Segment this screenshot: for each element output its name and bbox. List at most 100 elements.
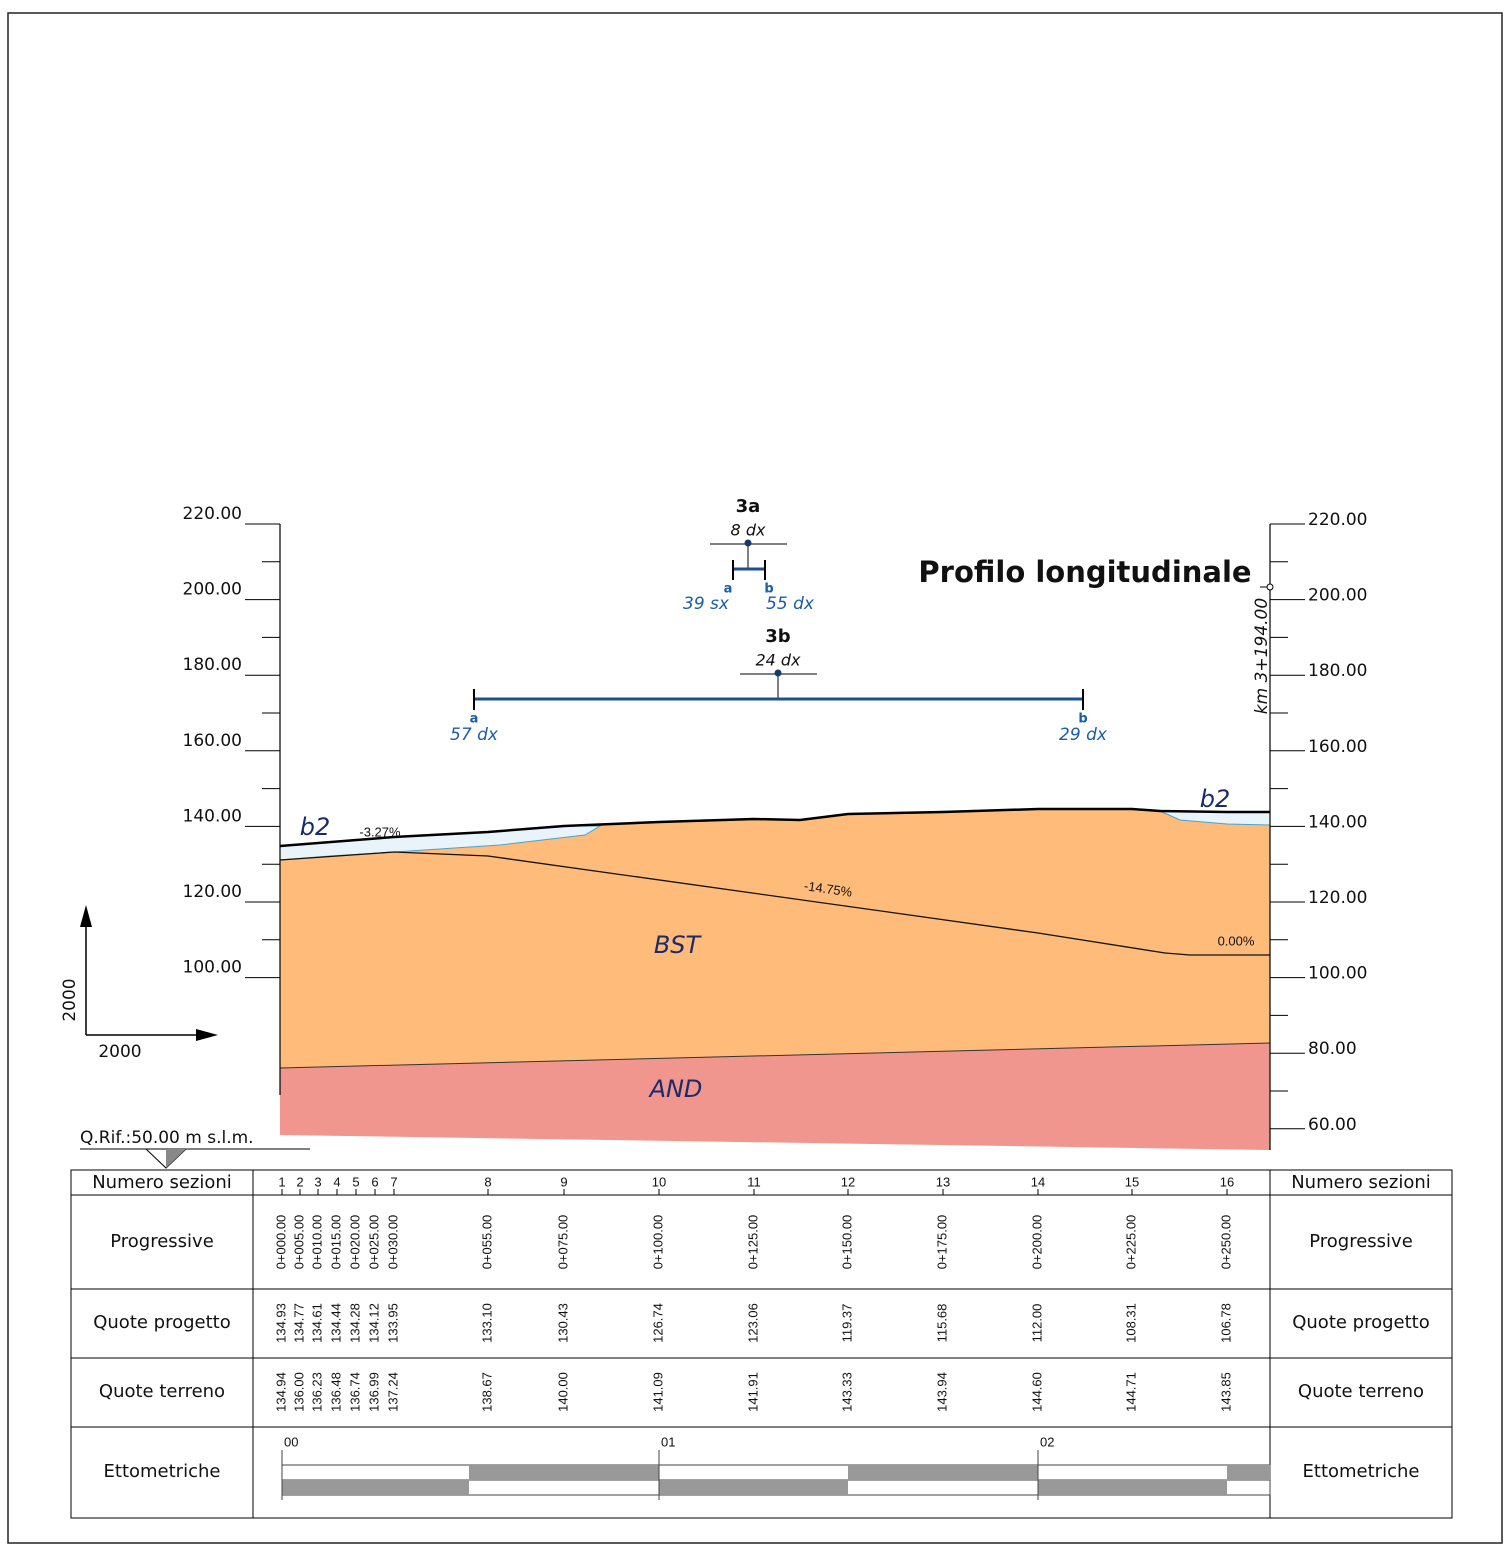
scale-horizontal: 2000 — [98, 1042, 141, 1062]
section-value: 143.33 — [839, 1372, 854, 1412]
etto-block — [848, 1465, 1038, 1480]
section-value: 137.24 — [385, 1372, 400, 1412]
table: Numero sezioni Numero sezioni Progressive P… — [70, 1169, 1453, 1519]
section-value: 136.00 — [291, 1372, 306, 1412]
section-value: 134.77 — [291, 1303, 306, 1343]
section-value: 143.85 — [1218, 1372, 1233, 1412]
section-number: 15 — [1125, 1174, 1139, 1189]
etto-block — [659, 1480, 848, 1495]
etto-block — [469, 1465, 659, 1480]
section-value: 108.31 — [1123, 1303, 1138, 1343]
row-label: Progressive — [1309, 1231, 1413, 1252]
section-value: 134.61 — [309, 1303, 324, 1343]
section-value: 115.68 — [934, 1304, 949, 1343]
section-number: 10 — [652, 1174, 666, 1189]
section-value: 0+225.00 — [1123, 1215, 1138, 1270]
section-value: 133.10 — [479, 1303, 494, 1343]
section-value: 141.91 — [745, 1372, 760, 1412]
section-number: 1 — [278, 1174, 285, 1189]
section-number: 3 — [314, 1174, 321, 1189]
marker-a: 39 sx — [683, 594, 730, 614]
project-line — [279, 851, 1270, 956]
marker-dot — [774, 669, 782, 677]
etto-label: 00 — [284, 1434, 298, 1449]
section-value: 0+100.00 — [650, 1215, 665, 1270]
layer-and — [280, 1043, 1270, 1150]
layer-bst — [280, 809, 1270, 1068]
axis-label: 140.00 — [1308, 812, 1367, 832]
section-number: 7 — [390, 1174, 397, 1189]
section-value: 133.95 — [385, 1303, 400, 1343]
axis-label: 220.00 — [183, 504, 242, 524]
axis-label: 140.00 — [183, 806, 242, 826]
marker-letter: b — [764, 582, 773, 597]
etto-block — [1227, 1465, 1270, 1480]
section-number: 14 — [1031, 1174, 1045, 1189]
arrow-head — [80, 905, 92, 927]
section-value: 143.94 — [934, 1372, 949, 1412]
section-value: 130.43 — [555, 1303, 570, 1343]
row-label: Numero sezioni — [1291, 1172, 1431, 1193]
section-value: 0+150.00 — [839, 1215, 854, 1270]
section-value: 144.60 — [1029, 1372, 1044, 1412]
layer-label: AND — [648, 1075, 703, 1103]
section-value: 126.74 — [650, 1303, 665, 1343]
axis-label: 200.00 — [183, 580, 242, 600]
marker-letter: a — [724, 582, 733, 597]
section-value: 0+175.00 — [934, 1215, 949, 1270]
section-value: 134.44 — [328, 1303, 343, 1343]
axis-label: 200.00 — [1308, 586, 1367, 606]
marker-dot — [744, 539, 752, 547]
layer-label: BST — [654, 931, 703, 959]
axis-label: 160.00 — [183, 731, 242, 751]
section-value: 0+250.00 — [1218, 1215, 1233, 1270]
marker-offset: 24 dx — [755, 651, 801, 670]
title: Profilo longitudinale — [918, 555, 1251, 589]
axis-label: 180.00 — [1308, 661, 1367, 681]
section-value: 134.93 — [273, 1303, 288, 1343]
etto-block — [282, 1480, 469, 1495]
section-number: 9 — [560, 1174, 567, 1189]
section-value: 134.94 — [273, 1372, 288, 1412]
frame — [7, 12, 1503, 1544]
layer-label: b2 — [1200, 785, 1231, 813]
section-value: 134.28 — [347, 1303, 362, 1343]
axis-label: 100.00 — [183, 958, 242, 978]
axis-label: 160.00 — [1308, 737, 1367, 757]
section-value: 0+005.00 — [291, 1215, 306, 1270]
section-value: 123.06 — [745, 1303, 760, 1343]
marker-id: 3b — [765, 626, 791, 647]
axis-label: 220.00 — [1308, 510, 1367, 530]
marker-letter: b — [1078, 712, 1087, 727]
section-value: 136.48 — [328, 1372, 343, 1412]
section-number: 5 — [352, 1174, 359, 1189]
reference-mark — [166, 1149, 186, 1168]
section-value: 140.00 — [555, 1372, 570, 1412]
section-value: 144.71 — [1123, 1372, 1138, 1412]
section-value: 0+020.00 — [347, 1215, 362, 1270]
section-value: 0+010.00 — [309, 1215, 324, 1270]
row-label: Ettometriche — [104, 1461, 221, 1482]
table-border — [70, 1169, 1453, 1519]
section-value: 119.37 — [839, 1304, 854, 1343]
marker-b: 55 dx — [766, 594, 815, 614]
layer-boundary — [279, 1042, 1271, 1069]
arrow-head — [196, 1029, 218, 1041]
row-label: Quote terreno — [1298, 1381, 1424, 1402]
section-value: 0+030.00 — [385, 1215, 400, 1270]
row-label: Quote terreno — [99, 1381, 225, 1402]
slope-label: -14.75% — [803, 878, 853, 900]
km-point — [1266, 583, 1274, 591]
axis-label: 120.00 — [183, 882, 242, 902]
marker-letter: a — [470, 712, 479, 727]
marker-id: 3a — [736, 496, 761, 517]
section-number: 2 — [296, 1174, 303, 1189]
section-value: 136.74 — [347, 1372, 362, 1412]
row-label: Quote progetto — [93, 1312, 231, 1333]
scale-vertical: 2000 — [60, 978, 80, 1021]
section-number: 12 — [841, 1174, 855, 1189]
etto-block — [1038, 1480, 1227, 1495]
